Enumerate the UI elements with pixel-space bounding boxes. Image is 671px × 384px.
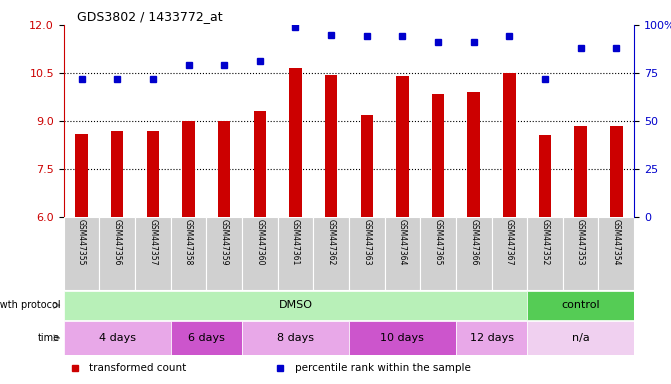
Bar (468, 92, 480, 217)
Bar (183, 121, 195, 217)
Text: GSM447360: GSM447360 (255, 219, 264, 266)
Bar (420, 217, 456, 290)
Text: transformed count: transformed count (89, 363, 187, 373)
Bar (432, 94, 444, 217)
Bar (527, 217, 563, 290)
Text: GSM447365: GSM447365 (433, 219, 443, 266)
Bar (64, 217, 99, 290)
Bar (278, 217, 313, 290)
Text: GSM447354: GSM447354 (612, 219, 621, 266)
Text: time: time (38, 333, 60, 343)
Bar (242, 217, 278, 290)
Text: GSM447361: GSM447361 (291, 219, 300, 265)
Bar (527, 321, 634, 354)
Bar (360, 114, 373, 217)
Bar (563, 217, 599, 290)
Bar (384, 217, 420, 290)
Text: GSM447367: GSM447367 (505, 219, 514, 266)
Text: GSM447353: GSM447353 (576, 219, 585, 266)
Bar (599, 217, 634, 290)
Bar (75, 134, 88, 217)
Text: GSM447357: GSM447357 (148, 219, 158, 266)
Text: growth protocol: growth protocol (0, 300, 60, 310)
Bar (313, 217, 349, 290)
Bar (170, 321, 242, 354)
Bar (349, 321, 456, 354)
Bar (289, 68, 302, 217)
Text: GSM447366: GSM447366 (469, 219, 478, 266)
Text: GSM447359: GSM447359 (219, 219, 229, 266)
Bar (111, 131, 123, 217)
Text: 12 days: 12 days (470, 333, 513, 343)
Bar (218, 121, 230, 217)
Text: control: control (562, 300, 600, 310)
Bar (456, 217, 491, 290)
Text: GDS3802 / 1433772_at: GDS3802 / 1433772_at (77, 10, 223, 23)
Text: DMSO: DMSO (278, 300, 313, 310)
Bar (170, 217, 206, 290)
Bar (610, 126, 623, 217)
Bar (491, 217, 527, 290)
Text: 4 days: 4 days (99, 333, 136, 343)
Text: GSM447358: GSM447358 (184, 219, 193, 265)
Bar (64, 321, 170, 354)
Bar (147, 131, 159, 217)
Text: GSM447362: GSM447362 (327, 219, 336, 265)
Text: GSM447364: GSM447364 (398, 219, 407, 266)
Bar (503, 73, 515, 217)
Bar (396, 76, 409, 217)
Bar (574, 126, 587, 217)
Bar (135, 217, 170, 290)
Bar (325, 74, 338, 217)
Text: 6 days: 6 days (188, 333, 225, 343)
Text: 8 days: 8 days (277, 333, 314, 343)
Text: 10 days: 10 days (380, 333, 424, 343)
Text: percentile rank within the sample: percentile rank within the sample (295, 363, 470, 373)
Bar (207, 217, 242, 290)
Bar (99, 217, 135, 290)
Text: GSM447363: GSM447363 (362, 219, 371, 266)
Text: GSM447355: GSM447355 (77, 219, 86, 266)
Text: GSM447356: GSM447356 (113, 219, 121, 266)
Text: n/a: n/a (572, 333, 590, 343)
Bar (456, 321, 527, 354)
Bar (349, 217, 384, 290)
Bar (64, 291, 527, 320)
Bar (539, 136, 551, 217)
Bar (254, 111, 266, 217)
Bar (242, 321, 349, 354)
Text: GSM447352: GSM447352 (540, 219, 550, 265)
Bar (527, 291, 634, 320)
